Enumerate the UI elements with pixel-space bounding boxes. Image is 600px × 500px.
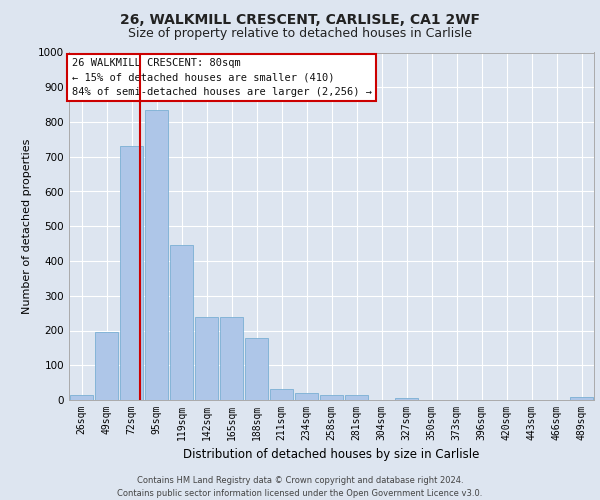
Bar (270, 389, 293, 400)
Bar (295, 393, 318, 400)
Bar (170, 244, 193, 400)
Bar (245, 338, 268, 400)
Text: 26, WALKMILL CRESCENT, CARLISLE, CA1 2WF: 26, WALKMILL CRESCENT, CARLISLE, CA1 2WF (120, 12, 480, 26)
Bar (320, 395, 343, 400)
Bar (70, 395, 93, 400)
X-axis label: Distribution of detached houses by size in Carlisle: Distribution of detached houses by size … (184, 448, 479, 462)
Bar (120, 146, 143, 400)
Text: Contains HM Land Registry data © Crown copyright and database right 2024.
Contai: Contains HM Land Registry data © Crown c… (118, 476, 482, 498)
Bar (395, 398, 418, 400)
Bar (570, 397, 593, 400)
Y-axis label: Number of detached properties: Number of detached properties (22, 138, 32, 314)
Bar (220, 316, 243, 400)
Bar (195, 316, 218, 400)
Bar (95, 332, 118, 400)
Bar (345, 395, 368, 400)
Text: Size of property relative to detached houses in Carlisle: Size of property relative to detached ho… (128, 28, 472, 40)
Bar (145, 110, 168, 400)
Text: 26 WALKMILL CRESCENT: 80sqm
← 15% of detached houses are smaller (410)
84% of se: 26 WALKMILL CRESCENT: 80sqm ← 15% of det… (71, 58, 371, 98)
